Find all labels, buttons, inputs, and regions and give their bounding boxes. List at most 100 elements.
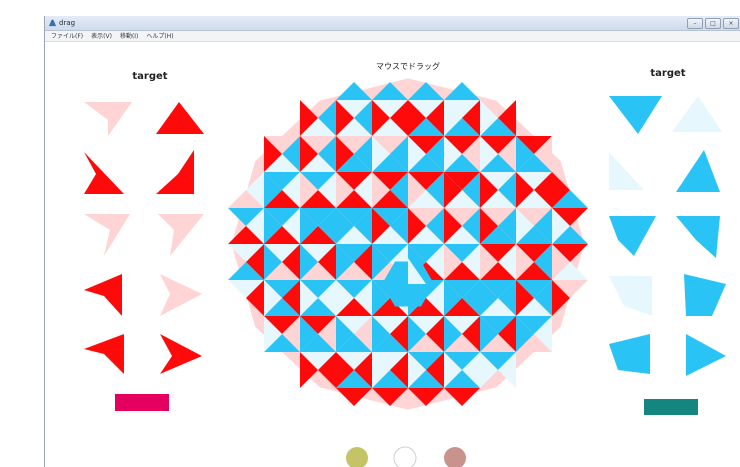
mosaic-tile [336,226,372,244]
mosaic-tile [516,316,534,352]
mosaic-tile [336,280,372,298]
mosaic-tile [300,136,318,172]
mosaic-tile [300,244,336,262]
mosaic-tile [480,352,516,370]
mosaic-tile [480,316,498,352]
mosaic-tile [480,316,516,334]
mosaic-tile [336,334,372,352]
mosaic-tile [390,100,408,136]
mosaic-tile [408,208,426,244]
mosaic-tile [246,244,264,280]
mosaic-tile [408,172,444,190]
mosaic-tile [480,172,516,190]
mosaic-tile [552,244,570,280]
mosaic-tile [552,262,588,280]
mosaic-tile [264,136,282,172]
mosaic-tile [480,208,498,244]
mosaic-tile [228,190,264,208]
mosaic-tile [336,262,372,280]
mosaic-tile [246,172,264,208]
left-target-piece [84,334,124,374]
mosaic-tile [228,280,264,298]
left-color-button[interactable] [115,394,169,411]
mosaic-tile [444,136,462,172]
right-color-button[interactable] [644,399,698,415]
mosaic-tile [480,298,516,316]
mosaic-tile [300,208,336,226]
mosaic-tile [300,352,318,388]
mosaic-tile [516,136,552,154]
tiling-mosaic[interactable] [228,78,588,410]
mosaic-tile [426,136,444,172]
mosaic-tile [408,208,444,226]
white-color-circle[interactable] [393,446,417,467]
mosaic-tile [480,352,498,388]
mosaic-tile [336,208,372,226]
mosaic-tile [300,316,336,334]
mosaic-tile [336,208,354,244]
center-instruction-label: マウスでドラッグ [376,62,440,71]
mosaic-tile [498,172,516,208]
mosaic-tile [408,82,444,100]
right-target-piece [676,216,720,258]
mosaic-tile [318,280,336,316]
mosaic-tile [516,136,534,172]
mosaic-tile [408,316,444,334]
mosaic-tile [300,280,336,298]
minimize-button[interactable]: – [687,18,703,29]
mosaic-tile [552,244,588,262]
mosaic-tile [390,136,408,172]
mosaic-tile [426,280,444,316]
mosaic-tile [264,208,282,244]
mosaic-tile [264,190,300,208]
mosaic-tile [282,244,300,280]
mosaic-tile [282,208,300,244]
mosaic-tile [372,316,390,352]
mosaic-tile [390,172,408,208]
menu-move[interactable]: 移動(I) [119,33,139,40]
mosaic-tile [264,172,300,190]
mosaic-tile [300,118,336,136]
mosaic-tile [372,208,390,244]
mosaic-tile [444,244,462,280]
mosaic-tile [318,316,336,352]
mosaic-tile [228,244,264,262]
mosaic-tile [264,172,282,208]
title-bar[interactable]: drag – □ × [45,16,740,31]
mosaic-tile [408,244,444,262]
mosaic-tile [516,244,552,262]
mosaic-tile [552,226,588,244]
mosaic-tile [390,352,408,388]
mosaic-tile [282,316,300,352]
olive-color-circle[interactable] [346,447,368,467]
mosaic-tile [372,388,408,406]
mosaic-tile [336,244,372,262]
left-target-piece [84,102,132,136]
mosaic-tile [444,100,462,136]
mosaic-tile [336,118,372,136]
mosaic-tile [480,244,516,262]
mosaic-tile [318,100,336,136]
mosaic-tile [444,208,480,226]
rose-color-circle[interactable] [444,447,466,467]
mosaic-tile [408,298,444,316]
mosaic-tile [372,154,408,172]
left-target-pieces [84,102,204,374]
mosaic-tile [444,352,480,370]
menu-file[interactable]: ファイル(F) [51,33,84,40]
mosaic-tile [408,370,444,388]
menu-help[interactable]: ヘルプ(H) [146,33,174,40]
mosaic-tile [300,316,318,352]
maximize-button[interactable]: □ [705,18,721,29]
mosaic-tile [246,280,264,316]
close-button[interactable]: × [723,18,739,29]
right-target-piece [672,96,722,132]
mosaic-tile [462,172,480,208]
mosaic-tile [264,208,300,226]
menu-view[interactable]: 表示(V) [91,33,112,40]
mosaic-tile [498,280,516,316]
mosaic-tile [534,136,552,172]
mosaic-tile [444,280,462,316]
desktop-background [0,0,44,467]
menu-bar: ファイル(F) 表示(V) 移動(I) ヘルプ(H) [45,31,740,42]
